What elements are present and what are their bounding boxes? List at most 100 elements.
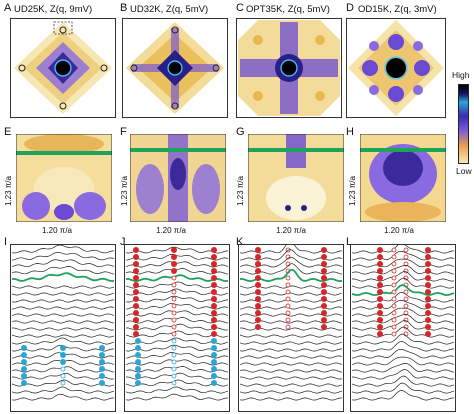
trace-marker bbox=[171, 352, 177, 358]
trace-marker bbox=[285, 296, 291, 302]
trace-line bbox=[351, 271, 455, 282]
trace-marker bbox=[171, 345, 177, 351]
trace-marker bbox=[376, 324, 383, 331]
trace-marker bbox=[171, 331, 177, 337]
trace-marker bbox=[321, 296, 328, 303]
trace-marker bbox=[391, 289, 397, 295]
trace-marker bbox=[171, 338, 177, 344]
trace-marker bbox=[391, 324, 397, 330]
trace-line bbox=[125, 337, 229, 345]
trace-marker bbox=[285, 303, 291, 309]
trace-marker bbox=[134, 352, 141, 359]
trace-marker bbox=[134, 366, 141, 373]
trace-line bbox=[239, 362, 343, 366]
trace-marker bbox=[60, 366, 66, 372]
trace-marker bbox=[211, 372, 218, 379]
trace-marker bbox=[132, 282, 139, 289]
trace-line bbox=[11, 337, 115, 345]
trace-line bbox=[239, 244, 343, 254]
trace-line bbox=[11, 244, 115, 254]
trace-marker bbox=[391, 275, 397, 281]
trace-marker bbox=[285, 324, 291, 330]
trace-marker bbox=[403, 247, 409, 253]
trace-line bbox=[352, 320, 455, 331]
panel-title-B: UD32K, Z(q, 5mV) bbox=[130, 4, 209, 15]
trace-marker bbox=[211, 379, 218, 386]
traces-J bbox=[124, 244, 230, 412]
xlabel-E: 1.20 π/a bbox=[42, 226, 72, 235]
trace-marker bbox=[132, 310, 139, 317]
trace-marker bbox=[425, 289, 432, 296]
trace-marker bbox=[99, 379, 106, 386]
trace-frame bbox=[124, 244, 230, 412]
trace-marker bbox=[376, 282, 383, 289]
trace-marker bbox=[211, 253, 218, 260]
trace-line bbox=[352, 369, 455, 380]
trace-marker bbox=[254, 310, 261, 317]
trace-marker bbox=[132, 303, 139, 310]
trace-marker bbox=[376, 247, 383, 253]
trace-line bbox=[11, 272, 115, 283]
trace-marker bbox=[321, 260, 328, 267]
trace-line bbox=[125, 261, 229, 268]
trace-marker bbox=[211, 352, 218, 359]
trace-line bbox=[239, 256, 343, 268]
trace-marker bbox=[321, 303, 328, 310]
trace-marker bbox=[254, 296, 261, 303]
trace-line bbox=[351, 307, 455, 317]
trace-line bbox=[239, 355, 343, 359]
panel-letter-L: L bbox=[346, 236, 353, 248]
trace-marker bbox=[20, 345, 27, 352]
trace-marker bbox=[132, 296, 139, 303]
map-D-image bbox=[348, 20, 444, 116]
trace-line bbox=[125, 302, 229, 310]
trace-marker bbox=[376, 296, 383, 303]
panel-letter-J: J bbox=[120, 236, 126, 248]
trace-line bbox=[239, 390, 343, 394]
map-H-image bbox=[360, 134, 446, 222]
panel-letter-F: F bbox=[120, 126, 127, 138]
trace-marker bbox=[132, 289, 139, 296]
trace-line bbox=[351, 341, 454, 352]
trace-line bbox=[11, 251, 115, 261]
trace-line bbox=[11, 299, 115, 303]
trace-marker bbox=[134, 338, 141, 345]
trace-marker bbox=[403, 310, 409, 316]
trace-marker bbox=[321, 253, 328, 260]
trace-marker bbox=[425, 310, 432, 317]
trace-marker bbox=[254, 317, 261, 324]
trace-marker bbox=[254, 303, 261, 310]
trace-marker bbox=[425, 303, 432, 310]
trace-line bbox=[11, 334, 115, 338]
trace-line bbox=[351, 375, 455, 387]
trace-marker bbox=[211, 260, 218, 267]
trace-marker bbox=[391, 261, 397, 267]
xlabel-G: 1.20 π/a bbox=[276, 226, 306, 235]
trace-frame bbox=[10, 244, 116, 412]
trace-line bbox=[11, 393, 114, 401]
trace-marker bbox=[211, 274, 218, 281]
trace-marker bbox=[285, 275, 291, 281]
trace-marker bbox=[171, 303, 177, 309]
trace-marker bbox=[403, 303, 409, 309]
trace-marker bbox=[391, 254, 397, 260]
trace-marker bbox=[211, 359, 218, 366]
map-B-image bbox=[126, 22, 224, 114]
trace-marker bbox=[391, 247, 397, 253]
trace-marker bbox=[211, 366, 218, 373]
trace-marker bbox=[171, 310, 177, 316]
trace-marker bbox=[132, 260, 139, 267]
panel-letter-G: G bbox=[236, 126, 245, 138]
trace-line bbox=[351, 348, 455, 359]
trace-marker bbox=[425, 267, 432, 274]
trace-line bbox=[11, 266, 115, 275]
trace-marker bbox=[134, 372, 141, 379]
trace-line bbox=[351, 250, 455, 261]
trace-marker bbox=[254, 260, 261, 267]
trace-marker bbox=[321, 289, 328, 296]
trace-line bbox=[351, 284, 455, 297]
trace-marker bbox=[391, 310, 397, 316]
traces-K bbox=[238, 244, 344, 412]
trace-marker bbox=[425, 317, 432, 324]
trace-marker bbox=[171, 380, 177, 386]
